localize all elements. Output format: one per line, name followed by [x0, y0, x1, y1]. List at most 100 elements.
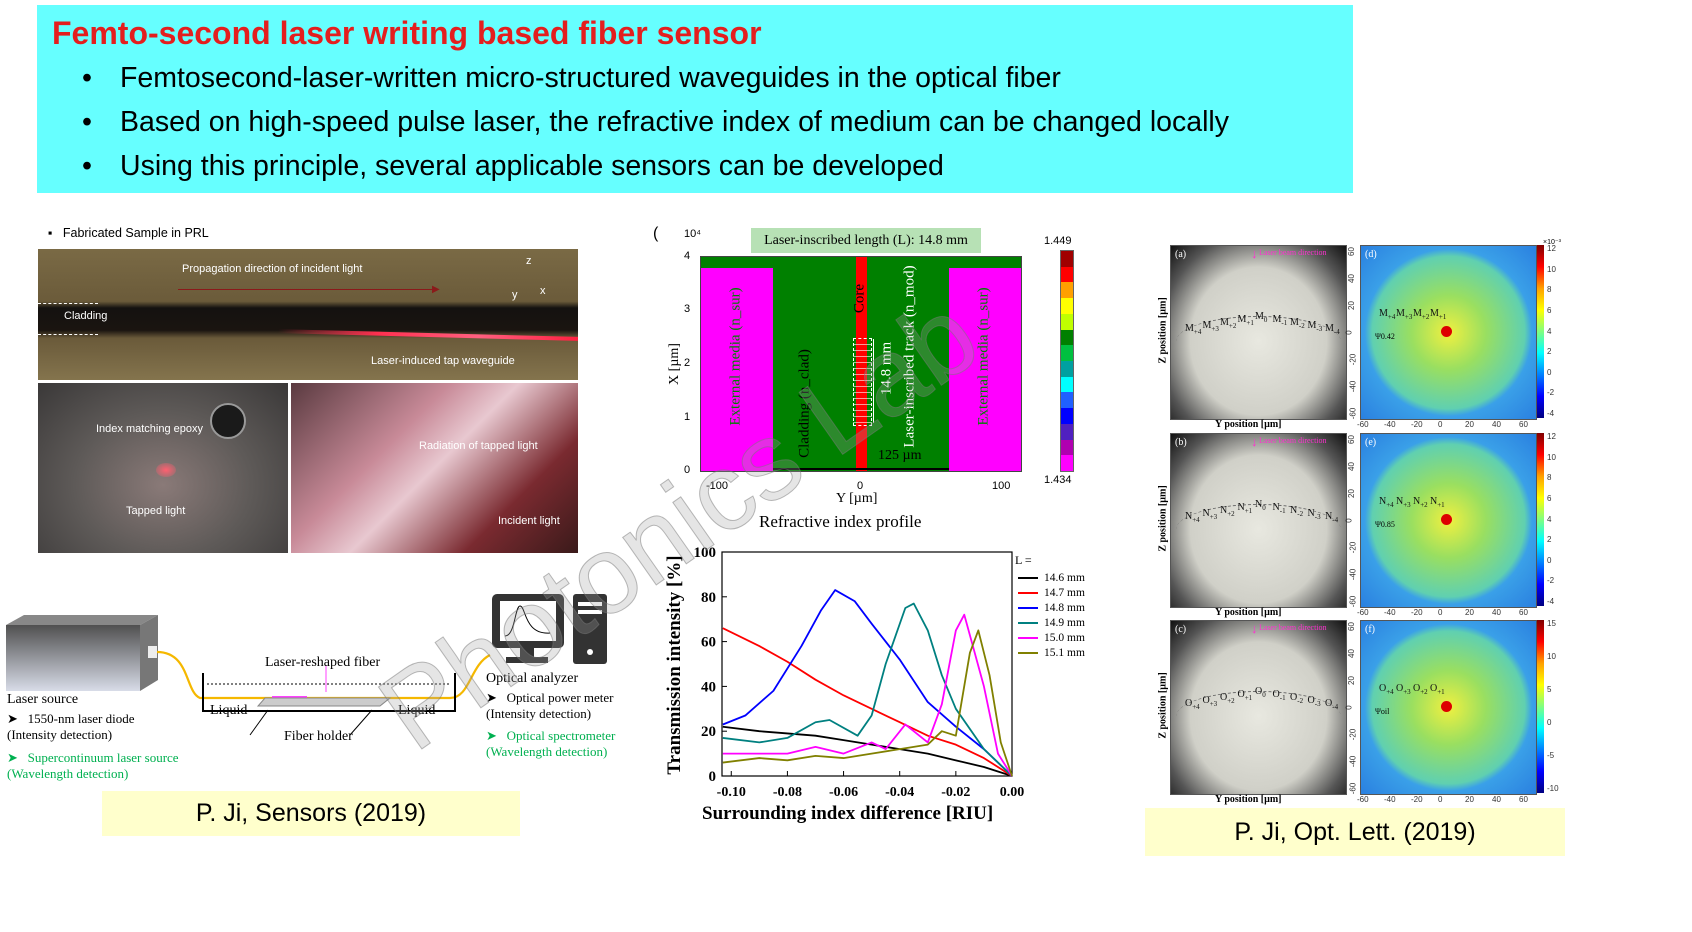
- beam-direction-label: Laser beam direction: [1259, 248, 1327, 257]
- colorbar-swatch: [1061, 439, 1073, 456]
- x-tick-label: -0.02: [941, 785, 970, 800]
- mode-label: M0: [1255, 311, 1267, 324]
- colorbar-tick: 0: [1547, 367, 1552, 377]
- tower-slot: [578, 610, 602, 614]
- legend-swatch: [1018, 651, 1038, 654]
- map-tick-v: 0: [1344, 705, 1354, 710]
- mode-label: O-1: [1273, 689, 1286, 702]
- colorbar-tick: 12: [1547, 432, 1556, 441]
- colorbar-swatch: [1061, 313, 1073, 330]
- panel-mark: (: [653, 225, 659, 242]
- chart-y-label: Transmission intensity [%]: [664, 555, 685, 775]
- map-tick-v: 0: [1344, 518, 1354, 523]
- map-tick-h: 40: [1492, 795, 1501, 804]
- beam-direction-label: Laser beam direction: [1259, 623, 1327, 632]
- incident-light-label: Incident light: [498, 515, 560, 527]
- mode-prefix: N: [1202, 508, 1210, 519]
- analyzer-title: Optical analyzer: [486, 671, 579, 686]
- legend-label: 15.1 mm: [1044, 646, 1085, 659]
- map-tick-h: 40: [1492, 608, 1501, 617]
- mode-subscript: 0: [1262, 691, 1266, 699]
- colorbar-tick: 12: [1547, 244, 1556, 253]
- series-line-14-7-mm: [722, 627, 1013, 777]
- tower-button: [587, 649, 593, 655]
- mode-subscript: -4: [1332, 516, 1339, 524]
- mode-prefix: N: [1220, 505, 1228, 516]
- colorbar-swatch: [1061, 376, 1073, 393]
- microscope-image: (b) Laser beam direction ↓ N+4 N+3 N+2 N+1 N0 N-…: [1170, 433, 1347, 608]
- mode-label: O-2: [1290, 692, 1303, 705]
- mode-prefix: O: [1379, 683, 1387, 694]
- map-tick-v: 60: [1346, 622, 1356, 631]
- map-panel-label: (f): [1365, 624, 1375, 635]
- mode-prefix: N: [1272, 502, 1280, 513]
- inscribed-track: [853, 338, 872, 426]
- map-tick-v: 20: [1346, 489, 1356, 498]
- length-label: 14.8 mm: [878, 341, 895, 396]
- mode-subscript: -4: [1333, 328, 1340, 336]
- mode-label: N-4: [1325, 511, 1338, 524]
- map-tick-v: 0: [1344, 330, 1354, 335]
- holder-pointer-right: [349, 709, 373, 736]
- mode-subscript: -1: [1279, 507, 1286, 515]
- photo-panel-label: (a): [1175, 249, 1187, 260]
- tap-waveguide-label: Laser-induced tap waveguide: [371, 355, 515, 367]
- mode-prefix: N: [1185, 511, 1193, 522]
- z-axis-label: Z position [µm]: [1157, 672, 1169, 739]
- mode-label: O+4: [1185, 698, 1200, 711]
- cladding-label: Cladding: [64, 310, 108, 322]
- map-tick-h: -60: [1357, 608, 1369, 617]
- legend-swatch: [1018, 591, 1038, 594]
- index-colorbar: [1060, 250, 1074, 472]
- colorbar-swatch: [1061, 329, 1073, 346]
- mode-label: N+1: [1238, 502, 1253, 515]
- length-arrow: [873, 339, 874, 423]
- title-banner: Femto-second laser writing based fiber s…: [37, 5, 1353, 193]
- mode-label: O-4: [1325, 698, 1338, 711]
- x-tick-label: -0.10: [717, 785, 746, 800]
- y-tick-label: 0: [709, 769, 717, 785]
- mode-prefix: N: [1237, 502, 1245, 513]
- mode-subscript: +3: [1211, 325, 1219, 333]
- mode-prefix: M: [1272, 314, 1282, 325]
- liquid-container: [202, 673, 456, 712]
- arrow-bullet-icon: ➤: [486, 728, 497, 743]
- bullet-text: Based on high-speed pulse laser, the ref…: [120, 106, 1230, 138]
- bullet-item: • Femtosecond-laser-written micro-structu…: [82, 62, 1061, 95]
- y-axis-label: Y position [µm]: [1215, 794, 1282, 805]
- map-tick-v: -40: [1348, 380, 1358, 393]
- profile-caption: Refractive index profile: [759, 512, 922, 531]
- arrow-head-icon: ▶: [432, 284, 440, 295]
- map-tick-v: 40: [1346, 462, 1356, 471]
- spectrum-peak-icon: [504, 605, 551, 637]
- mode-prefix: N: [1290, 505, 1298, 516]
- y-tick-label: 100: [694, 545, 717, 561]
- x-tick-label: -0.06: [829, 785, 858, 800]
- mode-label: N+3: [1203, 508, 1218, 521]
- chart-legend: 14.6 mm 14.7 mm 14.8 mm 14.9 mm 15.0 mm 15.1 …: [1018, 570, 1085, 660]
- map-colorbar: [1537, 433, 1544, 606]
- mode-subscript: -1: [1281, 319, 1288, 327]
- bullet-icon: •: [82, 106, 92, 138]
- map-tick-v: -40: [1348, 755, 1358, 768]
- map-tick-h: -20: [1411, 420, 1423, 429]
- colorbar-tick: -2: [1547, 388, 1555, 398]
- z-axis-label: Z position [µm]: [1157, 485, 1169, 552]
- diameter-label: 125 µm: [878, 448, 922, 463]
- refractive-map: (e) Ψ0.85 N+4 N+3 N+2 N+1: [1360, 433, 1537, 608]
- mode-subscript: +2: [1227, 510, 1235, 518]
- mode-prefix: O: [1325, 698, 1333, 709]
- x-axis-label: X [µm]: [667, 343, 682, 385]
- photo-panel-label: (b): [1175, 437, 1187, 448]
- mode-label: M+1: [1430, 308, 1446, 321]
- mode-subscript: +4: [1192, 703, 1200, 711]
- mode-prefix: N: [1379, 496, 1387, 507]
- colorbar-tick: 8: [1547, 473, 1552, 483]
- tick-label: 4: [684, 250, 691, 262]
- source-item: ➤ 1550-nm laser diode (Intensity detectio…: [7, 711, 135, 743]
- mode-subscript: -3: [1314, 700, 1321, 708]
- legend-item: 14.7 mm: [1018, 585, 1085, 600]
- legend-item: 15.0 mm: [1018, 630, 1085, 645]
- mode-prefix: M: [1255, 311, 1264, 322]
- tapped-light-spot: [156, 463, 176, 477]
